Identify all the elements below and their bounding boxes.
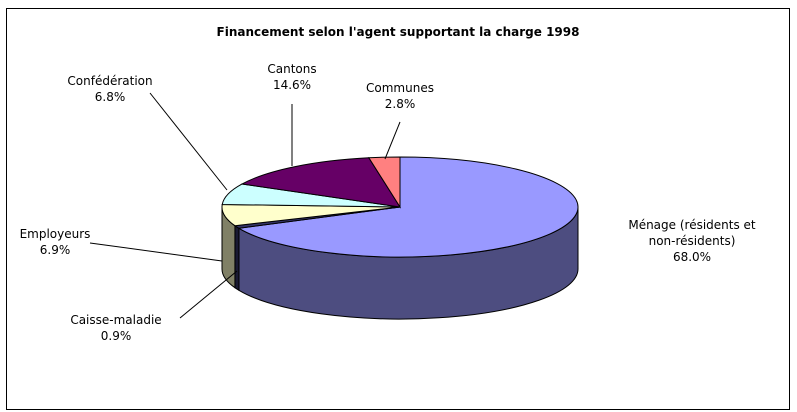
slice-label-caisse-maladie: Caisse-maladie 0.9% xyxy=(70,313,161,343)
pie-slice-m-nage-r-sidents-et-non-r-sidents xyxy=(237,156,579,258)
slice-label-employeurs: Employeurs 6.9% xyxy=(20,227,91,257)
leader-line-communes xyxy=(384,121,401,160)
slice-labels: Ménage (résidents et non-résidents) 68.0% C… xyxy=(20,62,756,343)
slice-label-communes: Communes 2.8% xyxy=(366,81,434,111)
slice-label-cantons: Cantons 14.6% xyxy=(267,62,316,92)
leader-line-conf-d-ration xyxy=(149,92,228,191)
leader-lines xyxy=(89,92,401,319)
slice-label-conf-d-ration: Confédération 6.8% xyxy=(67,74,152,104)
pie-slice-communes xyxy=(367,156,401,209)
pie-side-caisse-maladie xyxy=(234,224,240,292)
slice-label-m-nage-r-sidents-et-non-r-sidents: Ménage (résidents et non-résidents) 68.0% xyxy=(628,218,756,264)
pie-tops xyxy=(221,156,579,258)
pie-slice-cantons xyxy=(240,157,402,208)
leader-line-caisse-maladie xyxy=(179,270,238,319)
leader-line-employeurs xyxy=(89,242,223,262)
chart-title: Financement selon l'agent supportant la … xyxy=(217,25,580,39)
